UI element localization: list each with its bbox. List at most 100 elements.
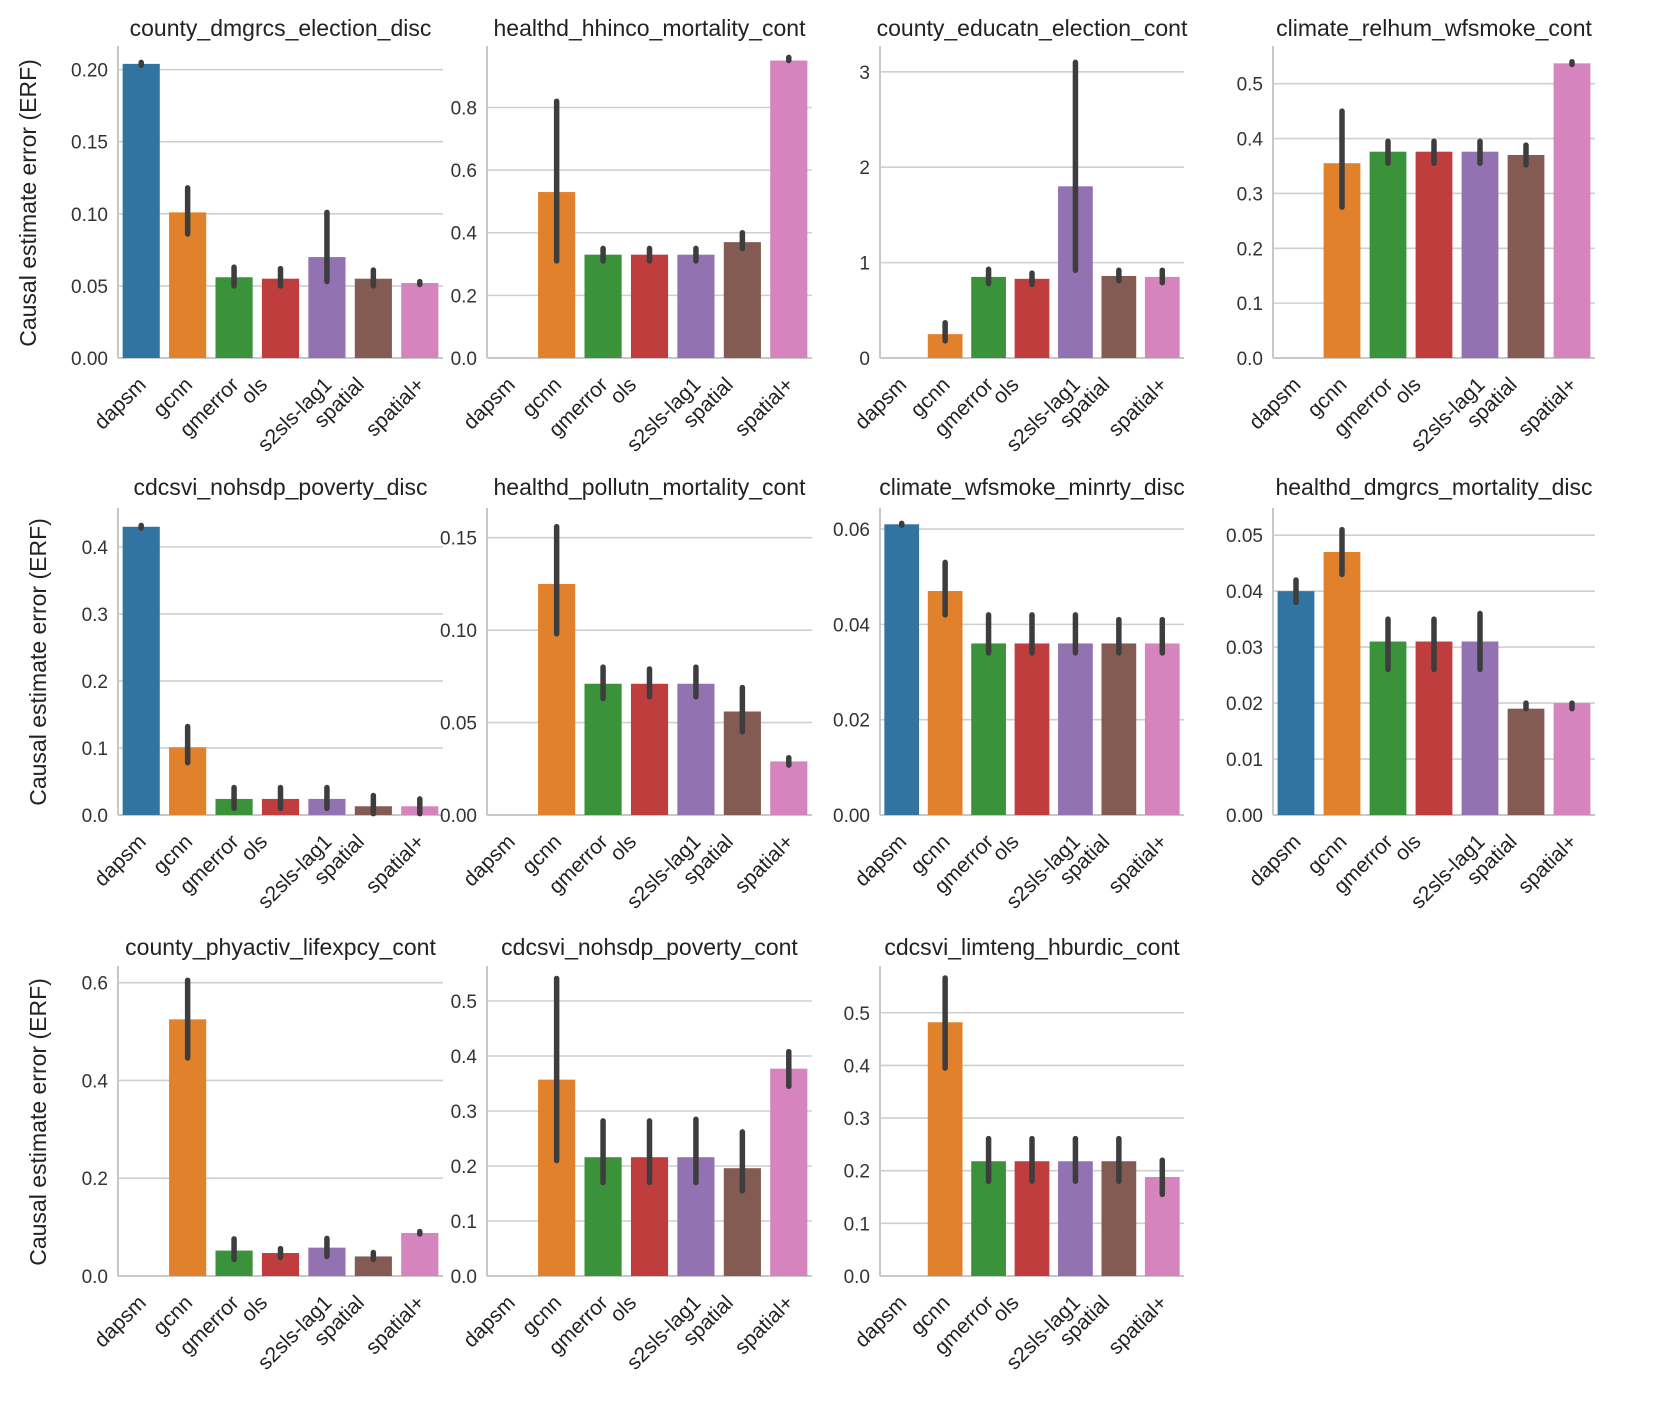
y-tick-label: 0.5 — [1237, 75, 1263, 96]
bar-gmerror — [215, 277, 253, 358]
x-category-label: spatial+ — [361, 1291, 429, 1359]
bar-s2sls-lag1 — [677, 254, 715, 358]
y-tick-label: 0.4 — [844, 1056, 871, 1077]
panel-county_phyactiv_lifexpcy_cont: county_phyactiv_lifexpcy_cont 0.0 0.2 0.4 0.… — [82, 934, 443, 1374]
y-tick-label: 0.4 — [1237, 130, 1264, 151]
x-category-label: spatial+ — [730, 373, 798, 441]
y-tick-label: 0.4 — [82, 538, 109, 559]
y-tick-label: 0.2 — [82, 1169, 108, 1190]
y-tick-label: 0.2 — [451, 286, 477, 307]
x-category-label: spatial+ — [730, 830, 798, 898]
y-tick-label: 0.03 — [1226, 638, 1263, 659]
y-tick-label: 0.0 — [1237, 349, 1263, 370]
bar-gmerror — [1369, 151, 1407, 358]
y-tick-label: 0.02 — [833, 711, 870, 732]
x-category-label: ols — [988, 830, 1023, 865]
panel-title: climate_relhum_wfsmoke_cont — [1276, 15, 1592, 41]
y-tick-label: 0.06 — [833, 520, 870, 541]
x-category-label: ols — [237, 1291, 272, 1326]
panel-cdcsvi_nohsdp_poverty_disc: cdcsvi_nohsdp_poverty_disc 0.0 0.1 0.2 0.3 0.… — [82, 474, 443, 913]
bar-spatial+ — [401, 1232, 439, 1276]
x-category-label: spatial+ — [361, 830, 429, 898]
panel-healthd_hhinco_mortality_cont: healthd_hhinco_mortality_cont 0.0 0.2 0.4 0.… — [451, 15, 812, 456]
x-category-label: ols — [988, 373, 1023, 408]
x-category-label: dapsm — [850, 830, 911, 891]
bar-spatial — [1101, 643, 1137, 815]
panel-healthd_pollutn_mortality_cont: healthd_pollutn_mortality_cont 0.00 0.05 0.… — [440, 474, 812, 913]
x-category-label: spatial+ — [1514, 373, 1582, 441]
y-tick-label: 0.00 — [1226, 806, 1263, 827]
y-tick-label: 0 — [859, 349, 870, 370]
y-tick-label: 0.0 — [82, 1267, 108, 1288]
panel-title: cdcsvi_nohsdp_poverty_cont — [501, 934, 798, 960]
x-category-label: dapsm — [850, 1291, 911, 1352]
panel-title: county_educatn_election_cont — [877, 15, 1188, 41]
y-axis-label: Causal estimate error (ERF) — [25, 518, 51, 806]
x-category-label: ols — [237, 830, 272, 865]
bar-spatial — [1507, 154, 1545, 358]
x-category-label: spatial+ — [1104, 373, 1172, 441]
bar-spatial+ — [770, 60, 808, 358]
y-tick-label: 3 — [859, 63, 870, 84]
y-tick-label: 0.5 — [451, 992, 477, 1013]
y-tick-label: 0.04 — [833, 615, 870, 636]
x-category-label: dapsm — [1245, 373, 1306, 434]
x-category-label: dapsm — [459, 1291, 520, 1352]
bar-spatial — [1507, 708, 1545, 815]
y-tick-label: 0.2 — [1237, 239, 1263, 260]
y-tick-label: 0.3 — [82, 605, 108, 626]
bar-ols — [630, 254, 669, 358]
bar-gcnn — [927, 334, 963, 358]
x-category-label: dapsm — [459, 830, 520, 891]
y-tick-label: 0.10 — [71, 205, 108, 226]
y-tick-label: 0.2 — [451, 1157, 477, 1178]
panel-cdcsvi_limteng_hburdic_cont: cdcsvi_limteng_hburdic_cont 0.0 0.1 0.2 0.3 0… — [844, 934, 1184, 1374]
x-category-label: dapsm — [90, 1291, 151, 1352]
panel-title: cdcsvi_limteng_hburdic_cont — [884, 934, 1180, 960]
y-tick-label: 0.00 — [833, 806, 870, 827]
y-tick-label: 0.4 — [451, 1047, 478, 1068]
panel-title: county_dmgrcs_election_disc — [130, 15, 432, 41]
y-axis-label: Causal estimate error (ERF) — [15, 59, 41, 347]
bar-dapsm — [884, 524, 920, 815]
bar-spatial+ — [1553, 63, 1591, 359]
panel-title: healthd_pollutn_mortality_cont — [494, 474, 807, 500]
y-tick-label: 0.1 — [844, 1214, 870, 1235]
y-axis-label: Causal estimate error (ERF) — [25, 978, 51, 1266]
bar-spatial — [354, 1256, 392, 1276]
x-category-label: dapsm — [459, 373, 520, 434]
panel-climate_wfsmoke_minrty_disc: climate_wfsmoke_minrty_disc 0.00 0.02 0.04 0… — [833, 474, 1185, 913]
y-tick-label: 0.05 — [1226, 526, 1263, 547]
y-tick-label: 0.1 — [1237, 294, 1263, 315]
y-tick-label: 0.8 — [451, 98, 477, 119]
panel-title: climate_wfsmoke_minrty_disc — [879, 474, 1184, 500]
panel-county_dmgrcs_election_disc: county_dmgrcs_election_disc 0.00 0.05 0.10 0… — [71, 15, 443, 456]
panel-cdcsvi_nohsdp_poverty_cont: cdcsvi_nohsdp_poverty_cont 0.0 0.1 0.2 0.3 0.… — [451, 934, 812, 1374]
panel-title: healthd_dmgrcs_mortality_disc — [1275, 474, 1592, 500]
bar-gcnn — [1323, 551, 1361, 815]
bar-s2sls-lag1 — [1058, 643, 1093, 815]
x-category-label: dapsm — [90, 373, 151, 434]
bar-spatial+ — [770, 1068, 808, 1276]
bar-gmerror — [971, 276, 1006, 358]
y-tick-label: 0.6 — [82, 974, 108, 995]
bar-spatial — [354, 278, 392, 358]
y-tick-label: 0.1 — [451, 1212, 477, 1233]
y-tick-label: 0.20 — [71, 61, 108, 82]
y-tick-label: 2 — [859, 158, 870, 179]
bar-spatial — [1101, 275, 1137, 358]
x-category-label: dapsm — [90, 830, 151, 891]
bar-gcnn — [927, 591, 963, 815]
bar-s2sls-lag1 — [677, 683, 715, 815]
bar-ols — [1014, 278, 1050, 358]
panels-layer: county_dmgrcs_election_disc0.000.050.100… — [15, 15, 1595, 1374]
panel-climate_relhum_wfsmoke_cont: climate_relhum_wfsmoke_cont 0.0 0.1 0.2 0.3 0… — [1237, 15, 1595, 456]
y-tick-label: 0.4 — [82, 1071, 109, 1092]
y-tick-label: 0.01 — [1226, 750, 1263, 771]
panel-title: county_phyactiv_lifexpcy_cont — [125, 934, 436, 960]
y-tick-label: 0.3 — [451, 1102, 477, 1123]
bar-ols — [261, 1253, 300, 1276]
y-tick-label: 0.05 — [440, 714, 477, 735]
y-tick-label: 0.3 — [844, 1109, 870, 1130]
